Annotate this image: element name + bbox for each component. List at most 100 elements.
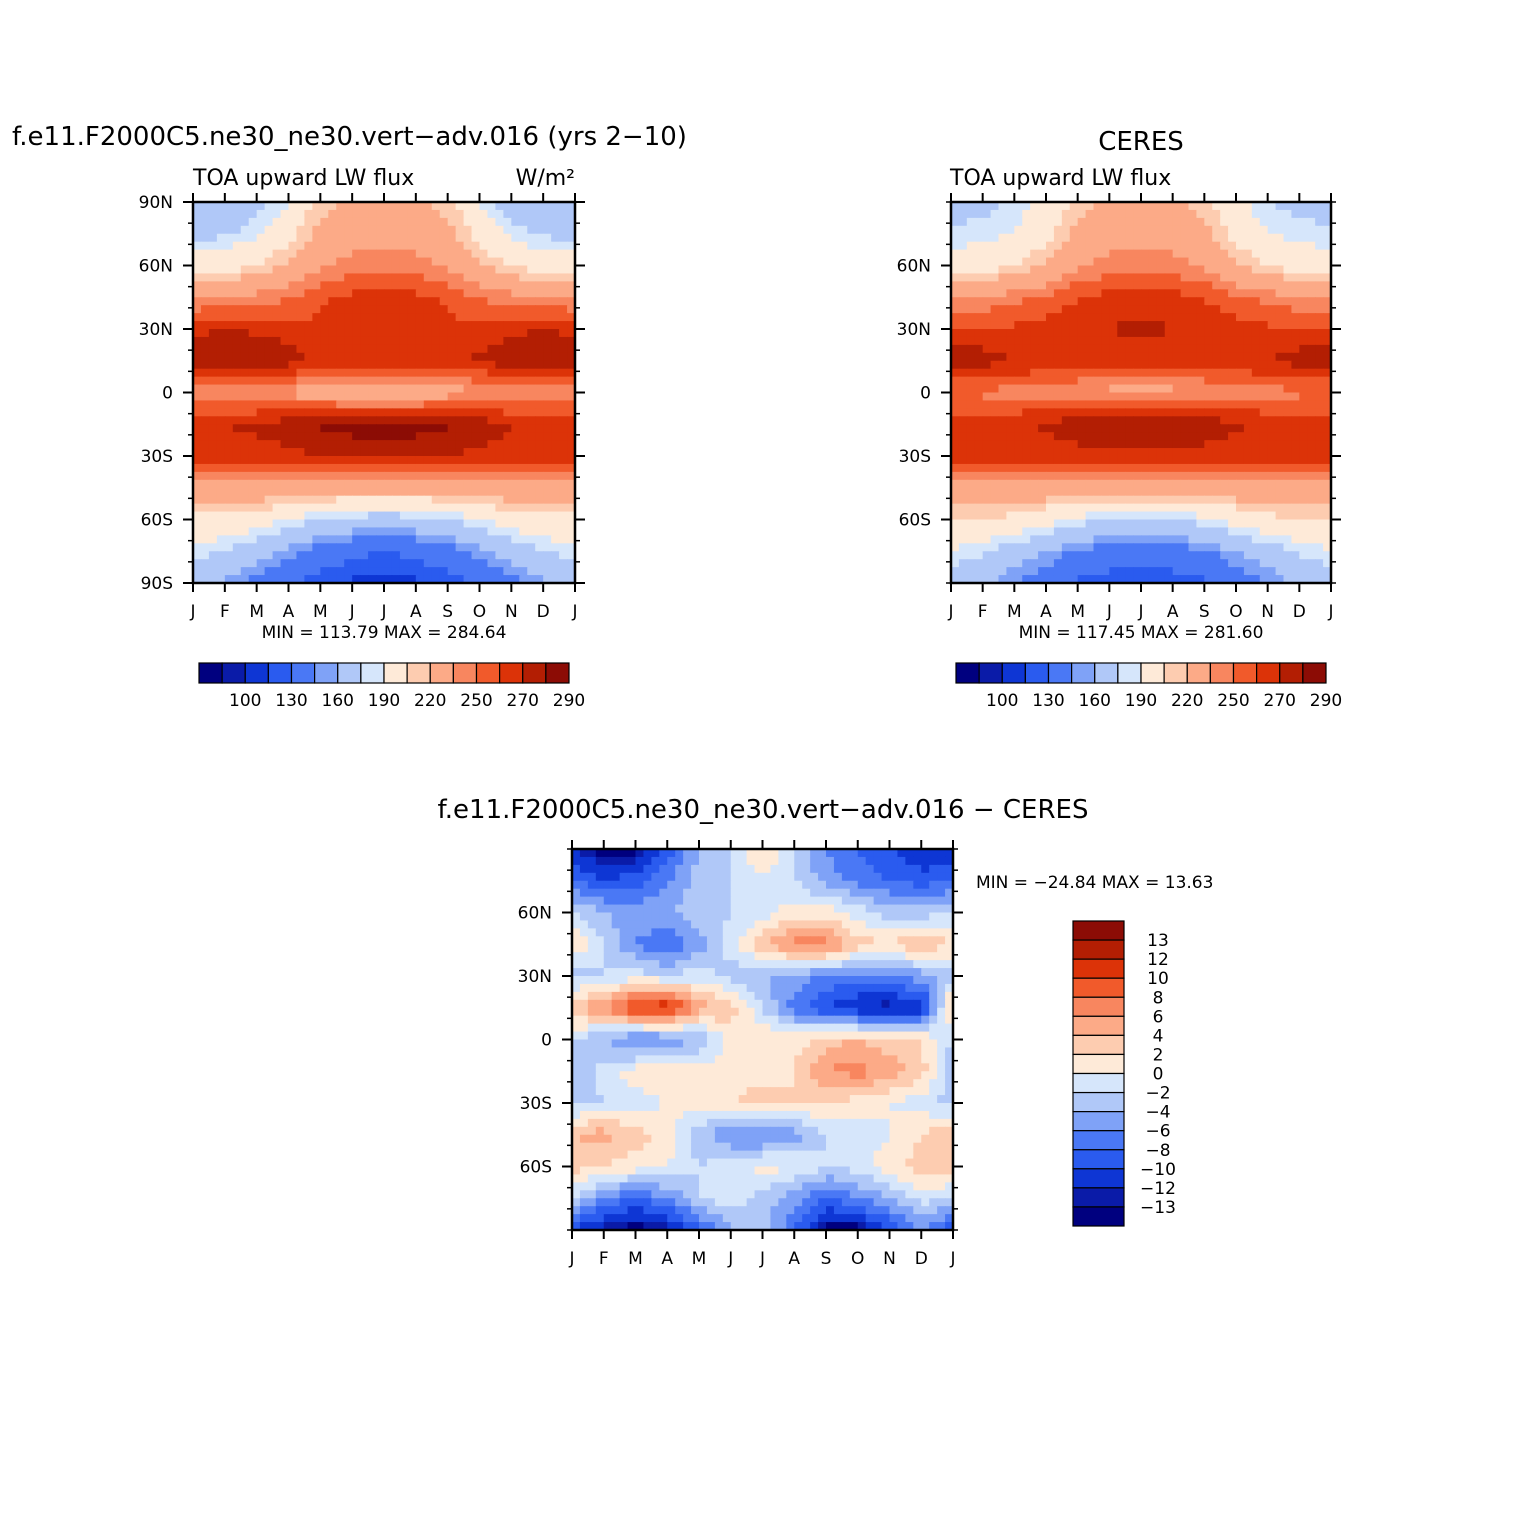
heatmap-cell xyxy=(527,217,536,227)
heatmap-cell xyxy=(998,321,1008,330)
heatmap-cell xyxy=(519,233,528,243)
heatmap-cell xyxy=(527,519,536,529)
heatmap-cell xyxy=(567,392,576,402)
heatmap-cell xyxy=(232,368,242,378)
heatmap-cell xyxy=(1085,471,1095,481)
heatmap-cell xyxy=(439,448,449,457)
heatmap-cell xyxy=(982,305,992,314)
heatmap-cell xyxy=(224,567,234,576)
heatmap-cell xyxy=(595,864,605,874)
heatmap-cell xyxy=(495,432,504,441)
heatmap-cell xyxy=(974,273,984,282)
heatmap-cell xyxy=(193,543,202,552)
heatmap-cell xyxy=(1061,503,1071,513)
heatmap-cell xyxy=(1275,400,1285,409)
heatmap-cell xyxy=(1188,321,1198,330)
heatmap-cell xyxy=(264,257,274,267)
heatmap-cell xyxy=(1046,432,1055,441)
heatmap-cell xyxy=(1053,360,1063,370)
heatmap-cell xyxy=(1212,519,1221,529)
heatmap-cell xyxy=(982,471,992,481)
heatmap-cell xyxy=(391,265,401,275)
heatmap-cell xyxy=(1006,344,1015,354)
heatmap-cell xyxy=(1307,392,1316,402)
heatmap-cell xyxy=(937,849,946,858)
heatmap-cell xyxy=(1220,321,1229,330)
heatmap-cell xyxy=(240,559,250,568)
heatmap-cell xyxy=(240,249,250,259)
heatmap-cell xyxy=(1038,352,1047,362)
heatmap-cell xyxy=(958,448,968,457)
heatmap-cell xyxy=(455,313,465,322)
heatmap-cell xyxy=(1212,440,1221,449)
heatmap-cell xyxy=(264,241,274,251)
x-tick-label: J xyxy=(380,602,386,622)
heatmap-cell xyxy=(304,265,313,275)
heatmap-cell xyxy=(503,463,512,473)
heatmap-cell xyxy=(224,281,234,290)
heatmap-cell xyxy=(535,336,544,346)
heatmap-cell xyxy=(431,543,441,552)
heatmap-cell xyxy=(384,313,393,322)
heatmap-cell xyxy=(1085,479,1095,489)
heatmap-cell xyxy=(487,384,497,394)
heatmap-cell xyxy=(272,321,282,330)
heatmap-cell xyxy=(447,281,457,290)
heatmap-cell xyxy=(1228,495,1237,505)
heatmap-cell xyxy=(503,360,512,370)
heatmap-cell xyxy=(559,463,568,473)
heatmap-cell xyxy=(1141,471,1150,481)
heatmap-cell xyxy=(463,416,473,425)
heatmap-cell xyxy=(974,456,984,465)
heatmap-cell xyxy=(1307,289,1316,298)
heatmap-cell xyxy=(1243,360,1253,370)
heatmap-cell xyxy=(1141,519,1150,529)
heatmap-cell xyxy=(193,448,202,457)
heatmap-cell xyxy=(1061,289,1071,298)
heatmap-cell xyxy=(1243,209,1253,219)
heatmap-cell xyxy=(511,336,520,346)
heatmap-cell xyxy=(415,471,425,481)
heatmap-cell xyxy=(1188,360,1198,370)
heatmap-cell xyxy=(535,305,544,314)
heatmap-cell xyxy=(559,432,568,441)
colorbar-swatch xyxy=(475,662,501,684)
x-tick-label: J xyxy=(349,602,355,622)
heatmap-cell xyxy=(248,511,258,521)
heatmap-cell xyxy=(1228,471,1237,481)
heatmap-cell xyxy=(487,432,497,441)
heatmap-cell xyxy=(264,448,274,457)
heatmap-cell xyxy=(423,305,433,314)
heatmap-cell xyxy=(208,360,218,370)
heatmap-cell xyxy=(193,257,202,267)
heatmap-cell xyxy=(407,448,417,457)
heatmap-cell xyxy=(535,543,544,552)
heatmap-cell xyxy=(1148,281,1158,290)
heatmap-cell xyxy=(344,329,353,338)
heatmap-cell xyxy=(1038,217,1047,227)
heatmap-cell xyxy=(1188,575,1198,584)
heatmap-cell xyxy=(1101,257,1110,267)
heatmap-cell xyxy=(487,527,497,536)
heatmap-cell xyxy=(1061,559,1071,568)
heatmap-cell xyxy=(1022,495,1031,505)
heatmap-cell xyxy=(1243,567,1253,576)
heatmap-cell xyxy=(399,281,409,290)
heatmap-cell xyxy=(982,392,992,402)
heatmap-cell xyxy=(1228,543,1237,552)
heatmap-cell xyxy=(344,471,353,481)
heatmap-cell xyxy=(982,336,992,346)
heatmap-cell xyxy=(951,567,960,576)
heatmap-cell xyxy=(958,344,968,354)
heatmap-cell xyxy=(415,479,425,489)
heatmap-cell xyxy=(232,448,242,457)
heatmap-cell xyxy=(1101,456,1110,465)
heatmap-cell xyxy=(1172,567,1182,576)
heatmap-cell xyxy=(998,495,1008,505)
heatmap-cell xyxy=(256,448,266,457)
heatmap-cell xyxy=(1061,408,1071,417)
heatmap-cell xyxy=(1251,559,1261,568)
heatmap-cell xyxy=(471,519,481,529)
heatmap-cell xyxy=(224,511,234,521)
heatmap-cell xyxy=(1156,329,1166,338)
